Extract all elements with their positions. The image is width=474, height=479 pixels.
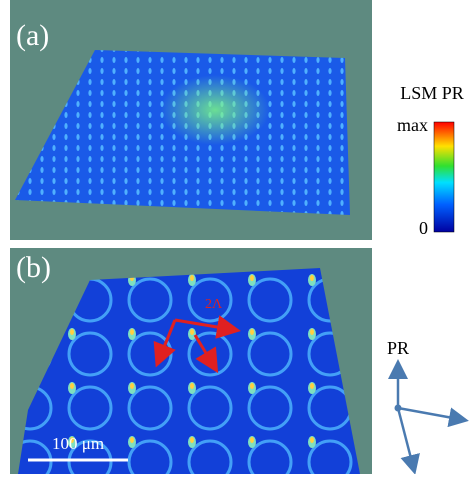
axis-label: PR xyxy=(387,338,409,358)
arrow-label: 2Λ xyxy=(205,297,223,312)
colorbar-max: max xyxy=(397,115,428,135)
panel-label: (a) xyxy=(16,19,49,52)
colorbar-min: 0 xyxy=(419,218,428,238)
colorbar: LSM PR max 0 xyxy=(397,83,464,238)
panel-b: 2Λ 100 μm (b) xyxy=(10,248,372,474)
arrow xyxy=(193,334,219,374)
surface-plot xyxy=(18,268,360,474)
arrow xyxy=(153,319,177,368)
colorbar-title: LSM PR xyxy=(400,83,464,103)
arrow xyxy=(174,315,241,339)
axis-arrow xyxy=(396,407,420,475)
panel-label: (b) xyxy=(16,251,51,284)
axis-origin xyxy=(394,404,402,412)
axes-diagram: PR xyxy=(387,338,469,475)
panel-a: (a) xyxy=(10,0,372,240)
scale-bar-label: 100 μm xyxy=(52,434,104,453)
axis-arrow xyxy=(397,406,469,428)
colorbar-gradient xyxy=(433,121,455,233)
hot-spot xyxy=(160,75,270,145)
